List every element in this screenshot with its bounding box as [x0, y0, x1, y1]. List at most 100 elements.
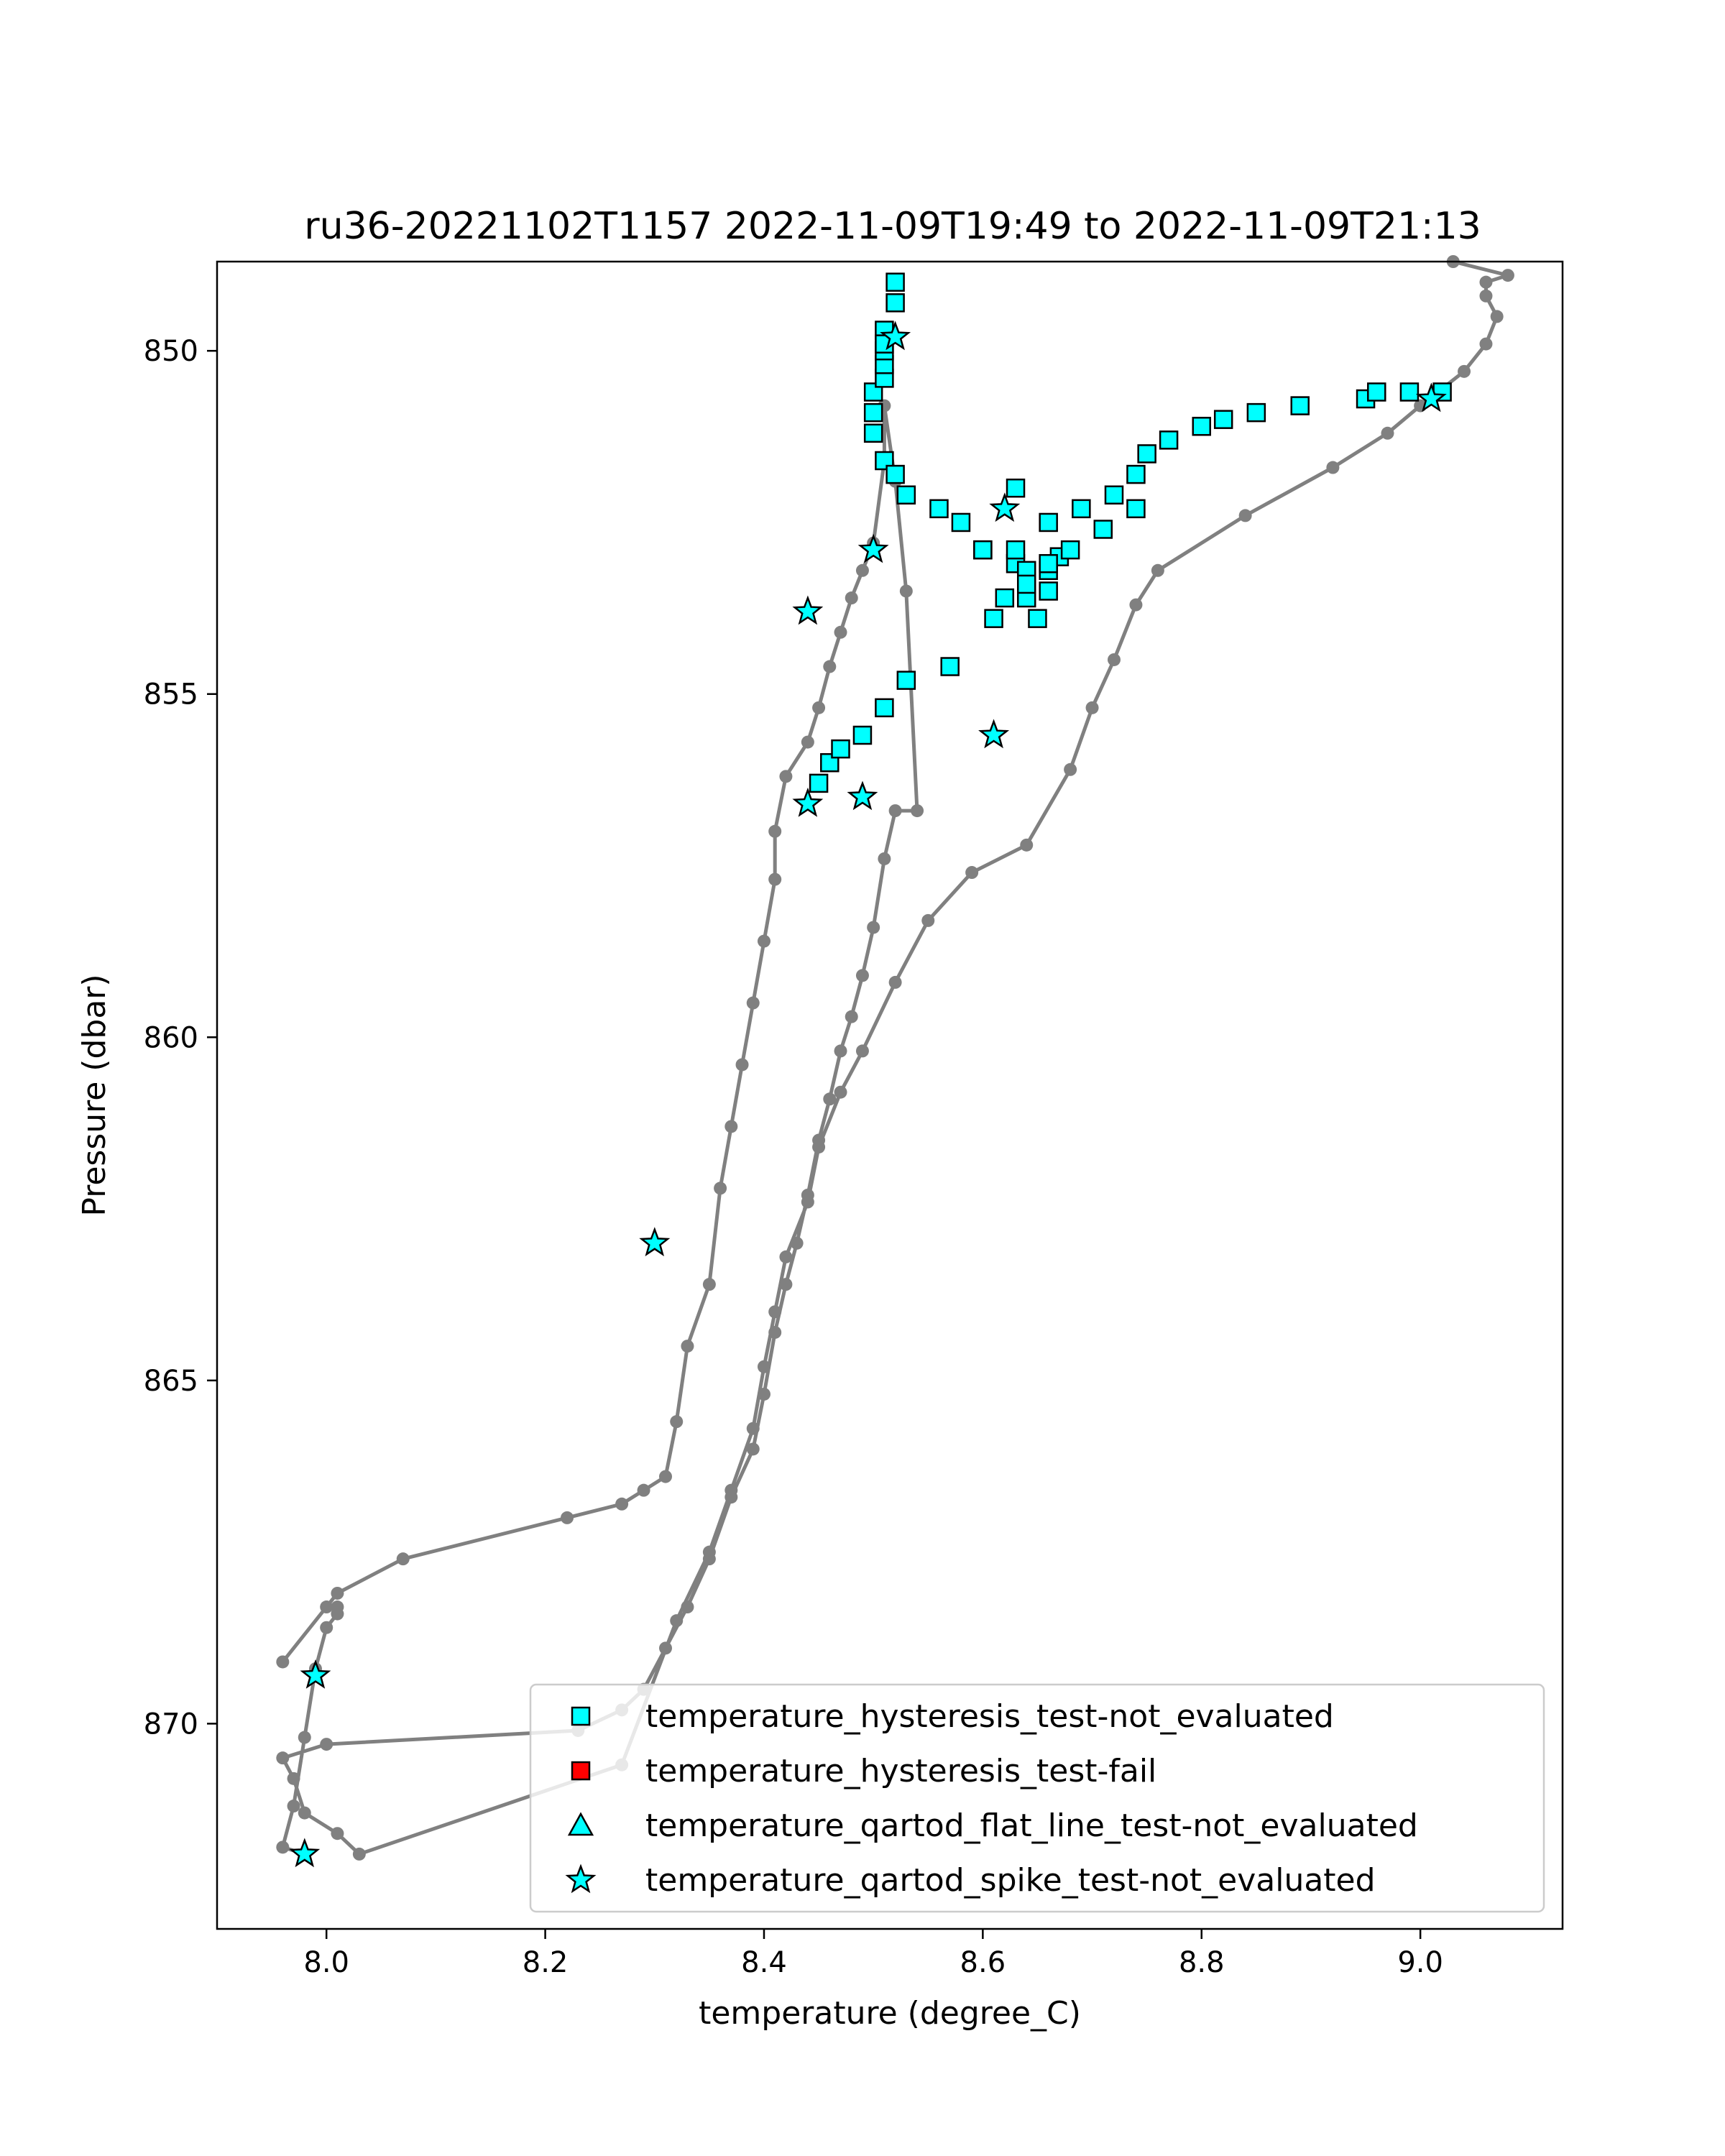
x-axis-ticks: 8.0 8.2 8.4 8.6 8.8 9.0 — [303, 1929, 1443, 1979]
y-tick-label: 870 — [144, 1708, 198, 1741]
profile-point — [757, 934, 770, 948]
profile-point — [921, 913, 935, 927]
profile-point — [637, 1483, 650, 1497]
profile-point — [1490, 310, 1504, 323]
hysteresis-point — [1039, 512, 1058, 533]
profile-point — [746, 1442, 760, 1456]
hysteresis-point — [1060, 540, 1080, 560]
hysteresis-point — [973, 540, 993, 560]
hysteresis-point — [1290, 396, 1310, 415]
x-tick-label: 8.2 — [523, 1946, 569, 1979]
profile-point — [768, 1325, 782, 1339]
y-tick-label: 865 — [144, 1365, 198, 1398]
profile-point — [298, 1806, 311, 1820]
y-tick-label: 850 — [144, 335, 198, 368]
hysteresis-point — [886, 272, 905, 292]
hysteresis-point — [896, 485, 916, 505]
profile-point — [287, 1800, 300, 1813]
hysteresis-point — [984, 609, 1003, 628]
x-axis-label: temperature (degree_C) — [699, 1995, 1081, 2032]
profile-point — [714, 1181, 727, 1195]
hysteresis-point — [1399, 382, 1420, 402]
profile-point — [911, 804, 924, 818]
profile-point — [888, 975, 902, 989]
hysteresis-point — [1126, 499, 1146, 519]
plot-frame — [216, 260, 1564, 1930]
profile-point — [768, 872, 782, 886]
spike-point — [989, 492, 1021, 522]
profile-point — [779, 1250, 793, 1263]
profile-points — [276, 255, 1514, 1861]
hysteresis-point — [1246, 402, 1266, 423]
hysteresis-point — [1137, 444, 1156, 464]
hysteresis-point — [1006, 478, 1026, 498]
profile-point — [670, 1614, 684, 1628]
profile-point — [659, 1470, 672, 1483]
profile-point — [779, 1278, 793, 1291]
legend-marker-flat-line-not-evaluated — [567, 1812, 594, 1836]
profile-point — [899, 584, 913, 598]
profile-point — [1326, 461, 1340, 474]
spike-point — [857, 533, 889, 563]
profile-point — [1501, 269, 1514, 282]
profile-point — [888, 804, 902, 818]
hysteresis-point — [1039, 554, 1058, 573]
hysteresis-point — [852, 725, 873, 745]
profile-point — [298, 1731, 311, 1744]
profile-point — [1020, 838, 1034, 852]
profile-point — [790, 1236, 804, 1250]
y-tick-label: 855 — [144, 678, 198, 711]
profile-point — [331, 1827, 344, 1841]
profile-point — [735, 1058, 749, 1072]
hysteresis-point — [886, 293, 905, 313]
profile-point — [801, 1195, 814, 1209]
profile-point — [855, 969, 869, 982]
profile-point — [331, 1586, 344, 1600]
profile-point — [320, 1738, 334, 1751]
profile-point — [276, 1751, 290, 1765]
profile-point — [1129, 598, 1143, 612]
profile-point — [867, 921, 880, 934]
x-tick-label: 8.8 — [1179, 1946, 1225, 1979]
hysteresis-point — [1213, 410, 1233, 429]
profile-point — [812, 1141, 826, 1154]
profile-point — [845, 1010, 858, 1023]
x-tick-label: 8.4 — [741, 1946, 787, 1979]
profile-point — [746, 996, 760, 1010]
profile-point — [670, 1415, 684, 1429]
profile-point — [1151, 563, 1164, 577]
hysteresis-point — [886, 464, 905, 484]
profile-point — [845, 591, 858, 605]
hysteresis-point — [951, 512, 971, 533]
profile-point — [1064, 763, 1077, 776]
hysteresis-point — [863, 402, 883, 423]
hysteresis-point — [1126, 464, 1146, 484]
profile-point — [812, 701, 826, 714]
hysteresis-point — [995, 588, 1015, 608]
legend-marker-spike-not-evaluated — [565, 1864, 597, 1894]
profile-point — [320, 1600, 334, 1614]
legend: temperature_hysteresis_test-not_evaluate… — [529, 1683, 1545, 1913]
profile-point — [276, 1841, 290, 1854]
legend-label: temperature_hysteresis_test-fail — [645, 1753, 1156, 1789]
profile-point — [1479, 337, 1493, 351]
plot-area — [216, 255, 1564, 1930]
spike-markers — [289, 321, 1447, 1868]
legend-entries: temperature_hysteresis_test-not_evaluate… — [565, 1698, 1418, 1899]
spike-point — [289, 1838, 321, 1868]
hysteresis-point — [1006, 540, 1026, 560]
profile-point — [1479, 275, 1493, 289]
profile-point — [352, 1847, 366, 1861]
profile-point — [724, 1483, 738, 1497]
profile-point — [834, 1044, 847, 1058]
hysteresis-point — [940, 657, 960, 676]
hysteresis-point — [1039, 581, 1058, 601]
x-tick-label: 8.6 — [960, 1946, 1006, 1979]
legend-marker-hysteresis-not-evaluated — [571, 1706, 591, 1726]
profile-point — [1458, 364, 1471, 378]
hysteresis-point — [1159, 430, 1179, 450]
y-axis-ticks: 850 855 860 865 870 — [144, 335, 217, 1741]
profile-point — [855, 563, 869, 577]
profile-point — [331, 1600, 344, 1614]
hysteresis-point — [896, 671, 916, 690]
